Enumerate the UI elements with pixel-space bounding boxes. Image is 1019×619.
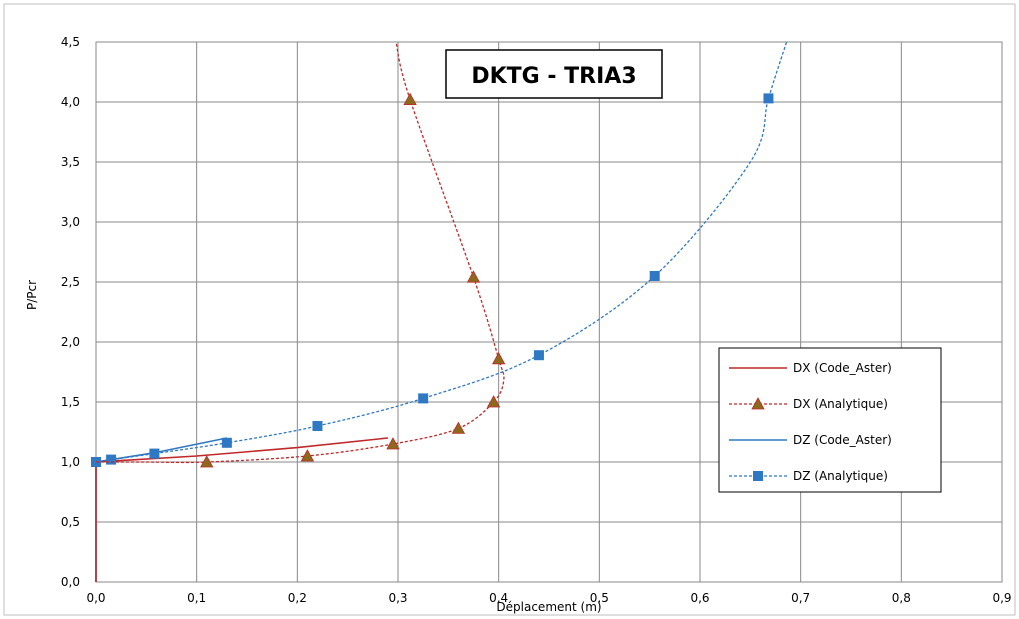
legend-marker-square <box>753 471 763 481</box>
plot-area <box>96 42 1002 582</box>
y-tick-label: 2,5 <box>61 275 80 289</box>
data-point-square <box>106 455 116 465</box>
chart-title-text: DKTG - TRIA3 <box>471 64 636 89</box>
chart-title: DKTG - TRIA3 <box>446 50 662 98</box>
y-tick-label: 3,5 <box>61 155 80 169</box>
data-point-square <box>312 421 322 431</box>
data-point-square <box>650 271 660 281</box>
x-tick-label: 0,6 <box>690 591 709 605</box>
y-tick-label: 3,0 <box>61 215 80 229</box>
x-tick-label: 0,8 <box>892 591 911 605</box>
x-tick-label: 0,2 <box>288 591 307 605</box>
legend-label-dz-code-aster: DZ (Code_Aster) <box>793 433 892 447</box>
data-point-square <box>534 350 544 360</box>
data-point-square <box>763 93 773 103</box>
y-axis-title: P/Pcr <box>25 280 39 310</box>
data-point-square <box>149 449 159 459</box>
x-tick-label: 0,3 <box>388 591 407 605</box>
legend-label-dx-code-aster: DX (Code_Aster) <box>793 361 892 375</box>
x-tick-label: 0,9 <box>992 591 1011 605</box>
legend-label-dx-analytique: DX (Analytique) <box>793 397 888 411</box>
y-tick-label: 1,5 <box>61 395 80 409</box>
x-tick-label: 0,0 <box>86 591 105 605</box>
y-tick-label: 4,0 <box>61 95 80 109</box>
x-tick-label: 0,1 <box>187 591 206 605</box>
y-tick-label: 4,5 <box>61 35 80 49</box>
data-point-square <box>418 393 428 403</box>
y-tick-label: 2,0 <box>61 335 80 349</box>
x-axis-title: Déplacement (m) <box>496 600 601 614</box>
x-tick-label: 0,7 <box>791 591 810 605</box>
data-point-square <box>222 438 232 448</box>
y-tick-label: 0,5 <box>61 515 80 529</box>
legend: DX (Code_Aster) DX (Analytique) DZ (Code… <box>719 348 941 492</box>
y-tick-label: 0,0 <box>61 575 80 589</box>
legend-label-dz-analytique: DZ (Analytique) <box>793 469 888 483</box>
y-tick-label: 1,0 <box>61 455 80 469</box>
